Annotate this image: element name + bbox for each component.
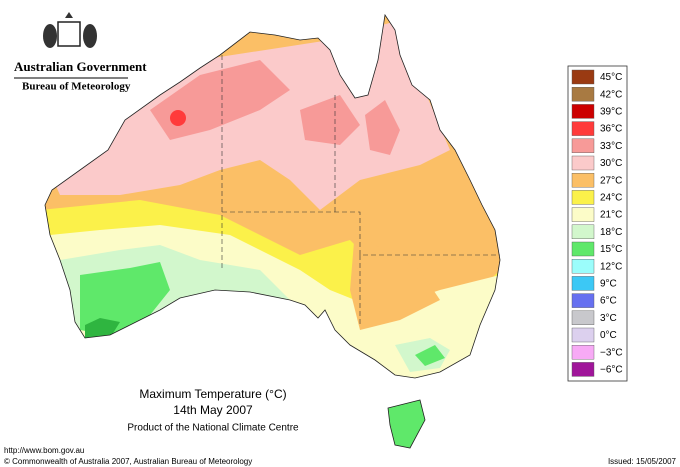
legend-swatch (571, 224, 595, 240)
legend-label: 33°C (600, 141, 622, 152)
legend-label: −3°C (600, 347, 623, 358)
legend-label: 6°C (600, 296, 617, 307)
state-borders (221, 55, 500, 325)
footer-copyright: © Commonwealth of Australia 2007, Austra… (4, 457, 252, 466)
map-credit: Product of the National Climate Centre (127, 423, 299, 434)
legend-swatch (571, 276, 595, 291)
legend-label: 9°C (600, 279, 617, 290)
legend-swatch (571, 69, 595, 85)
legend-label: 18°C (600, 227, 622, 238)
legend-label: 39°C (600, 107, 622, 118)
legend-label: 21°C (600, 210, 622, 221)
legend-label: 12°C (600, 261, 622, 272)
legend-swatch (571, 259, 595, 274)
government-name: Australian Government (14, 59, 147, 74)
map-title: Maximum Temperature (°C) (139, 387, 286, 401)
legend: 45°C 42°C 39°C 36°C 33°C 30°C 27°C 24°C 21°C 18°C… (571, 69, 623, 377)
footer-issued: Issued: 15/05/2007 (608, 457, 677, 466)
legend-label: 36°C (600, 124, 622, 135)
legend-swatch (571, 86, 595, 102)
bureau-name: Bureau of Meteorology (22, 81, 131, 93)
legend-label: 0°C (600, 330, 617, 341)
legend-swatch (571, 155, 595, 171)
legend-swatch (571, 138, 595, 154)
legend-label: 42°C (600, 89, 622, 100)
coat-of-arms (43, 12, 97, 48)
legend-swatch (571, 172, 595, 188)
legend-swatch (571, 293, 595, 308)
legend-swatch (571, 310, 595, 325)
map-date: 14th May 2007 (173, 403, 253, 417)
legend-label: 3°C (600, 313, 617, 324)
tasmania (387, 399, 426, 449)
footer-url: http://www.bom.gov.au (4, 446, 84, 455)
legend-label: −6°C (600, 365, 623, 376)
legend-label: 24°C (600, 193, 622, 204)
legend-swatch (571, 327, 595, 343)
legend-swatch (571, 121, 595, 136)
legend-swatch (571, 362, 595, 377)
legend-label: 30°C (600, 158, 622, 169)
legend-swatch (571, 104, 595, 119)
legend-swatch (571, 190, 595, 205)
legend-label: 45°C (600, 72, 622, 83)
legend-swatch (571, 345, 595, 360)
legend-label: 15°C (600, 244, 622, 255)
legend-swatch (571, 207, 595, 222)
legend-label: 27°C (600, 175, 622, 186)
legend-swatch (571, 241, 595, 257)
